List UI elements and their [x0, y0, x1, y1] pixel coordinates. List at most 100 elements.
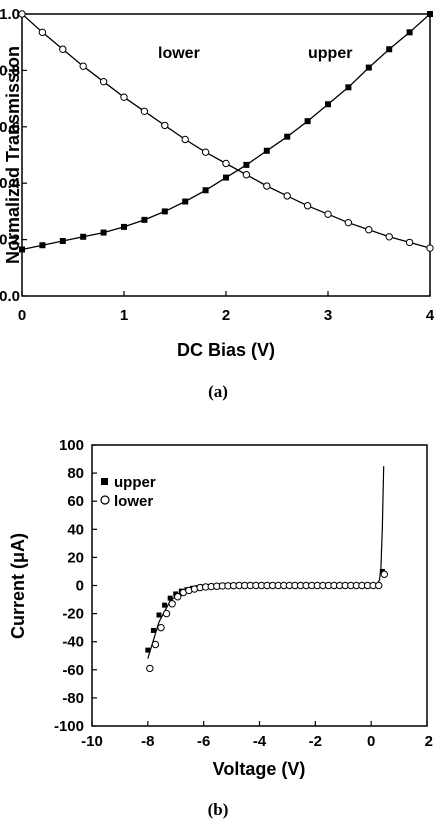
a-point-upper — [80, 233, 87, 240]
a-point-lower — [365, 226, 373, 234]
b-x-tick-label: 0 — [367, 733, 375, 750]
a-y-tick-label: 0.0 — [0, 288, 20, 305]
a-point-upper — [365, 64, 372, 71]
a-panel-label: (a) — [208, 382, 228, 401]
b-x-tick-label: 2 — [425, 733, 433, 750]
a-point-lower — [263, 182, 271, 190]
a-y-tick-labels: 0.0 0.2 0.4 0.6 0.8 1.0 — [0, 6, 21, 305]
b-point-lower — [174, 593, 182, 601]
a-point-upper — [263, 147, 270, 154]
a-x-tick-label: 0 — [18, 307, 26, 324]
b-y-tick-label: -40 — [62, 634, 84, 651]
a-annotation-upper: upper — [308, 45, 352, 62]
a-point-lower — [99, 77, 108, 86]
a-point-upper — [182, 198, 189, 205]
b-x-tick-label: -6 — [197, 733, 210, 750]
b-panel-label: (b) — [208, 800, 229, 819]
a-point-upper — [386, 46, 393, 53]
b-y-tick-label: -80 — [62, 690, 84, 707]
b-point-lower — [157, 623, 165, 632]
a-y-tick-label: 0.4 — [0, 175, 21, 192]
a-series-line-upper — [21, 13, 431, 251]
b-point-lower — [375, 581, 383, 590]
a-point-upper — [345, 84, 352, 91]
a-x-tick-label: 2 — [222, 307, 230, 324]
a-point-upper — [39, 242, 46, 249]
b-legend-marker-lower — [100, 495, 110, 505]
a-point-lower — [344, 218, 353, 227]
b-point-upper — [162, 602, 168, 608]
a-x-axis-label: DC Bias (V) — [177, 340, 275, 360]
a-point-upper — [304, 118, 311, 125]
a-tick-marks — [21, 13, 431, 297]
b-y-tick-labels: -100 -80 -60 -40 -20 0 20 40 60 80 100 — [54, 437, 84, 735]
a-point-lower — [18, 10, 26, 18]
a-plot-frame — [21, 13, 431, 297]
b-x-tick-label: -4 — [253, 733, 267, 750]
b-point-lower — [146, 664, 154, 673]
a-point-upper — [223, 174, 229, 181]
chart-a-transmission: 0 1 2 3 4 0.0 0.2 0.4 0.6 0.8 1.0 lower upper DC … — [0, 6, 435, 401]
a-point-upper — [406, 29, 413, 36]
b-x-tick-label: -10 — [81, 733, 103, 750]
a-point-lower — [222, 159, 230, 168]
b-point-upper — [156, 612, 162, 618]
a-point-lower — [405, 238, 414, 247]
a-point-upper — [161, 208, 168, 215]
a-x-tick-label: 4 — [426, 307, 435, 324]
b-x-tick-label: -8 — [141, 733, 154, 750]
a-point-lower — [303, 202, 312, 210]
a-point-upper — [325, 101, 331, 108]
b-point-lower — [162, 609, 171, 618]
a-point-upper — [121, 223, 127, 230]
a-point-upper — [284, 133, 291, 140]
b-y-tick-label: -20 — [62, 606, 84, 623]
a-point-upper — [19, 246, 25, 253]
b-legend-label-upper: upper — [114, 474, 156, 491]
b-point-upper — [145, 647, 151, 653]
a-y-tick-label: 1.0 — [0, 6, 20, 23]
a-point-lower — [426, 244, 434, 252]
b-y-axis-label: Current (μA) — [8, 533, 28, 639]
a-data-marks — [18, 10, 434, 253]
a-point-lower — [140, 107, 149, 115]
a-point-upper — [100, 229, 107, 236]
a-point-upper — [141, 216, 148, 223]
b-data-marks — [145, 466, 389, 673]
b-y-tick-label: 60 — [67, 493, 84, 510]
a-point-upper — [243, 161, 250, 168]
a-point-lower — [283, 192, 291, 200]
a-y-tick-label: 0.2 — [0, 232, 20, 249]
a-x-tick-labels: 0 1 2 3 4 — [18, 307, 435, 324]
b-point-upper — [150, 627, 156, 633]
b-y-tick-label: 100 — [59, 437, 84, 454]
b-legend: upper lower — [100, 474, 156, 510]
a-point-lower — [181, 135, 189, 144]
a-point-lower — [161, 121, 169, 130]
b-x-axis-label: Voltage (V) — [213, 759, 306, 779]
a-point-lower — [324, 210, 332, 218]
a-point-lower — [385, 233, 393, 241]
b-point-lower — [380, 570, 389, 578]
b-fit-curve — [147, 466, 385, 659]
a-x-tick-label: 1 — [120, 307, 128, 324]
a-point-upper — [59, 238, 66, 245]
a-point-lower — [38, 28, 47, 37]
a-point-lower — [242, 171, 251, 179]
chart-b-iv-curve: -10 -8 -6 -4 -2 0 2 -100-80-60-40-200204060801… — [8, 437, 433, 819]
b-y-tick-label: 0 — [76, 578, 84, 595]
b-legend-marker-upper — [101, 478, 108, 485]
b-x-tick-labels: -10 -8 -6 -4 -2 0 2 — [81, 733, 433, 750]
b-point-lower — [168, 600, 176, 608]
a-series-line-lower — [21, 13, 431, 249]
b-x-tick-label: -2 — [309, 733, 322, 750]
a-y-tick-label: 0.8 — [0, 62, 20, 79]
b-y-tick-label: -100 — [54, 718, 84, 735]
a-y-axis-label: Normalized Transmission — [3, 46, 23, 264]
b-y-tick-label: 40 — [67, 521, 84, 538]
a-point-lower — [120, 93, 128, 101]
b-y-tick-label: 20 — [67, 549, 84, 566]
b-y-tick-label: -60 — [62, 662, 84, 679]
b-legend-label-lower: lower — [114, 493, 153, 510]
a-point-upper — [427, 11, 433, 17]
